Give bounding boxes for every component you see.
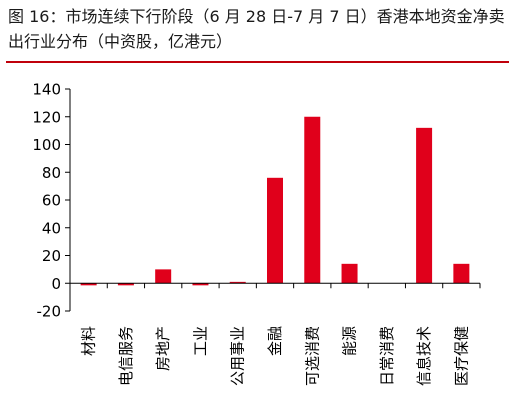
bar [304,116,321,284]
x-tick-label: 信息技术 [415,326,433,386]
x-tick-label: 能源 [341,326,359,356]
x-tick-label: 金融 [266,326,284,356]
x-tick-label: 材料 [80,326,98,356]
x-tick-label: 可选消费 [303,326,321,386]
y-tick-label: 140 [32,81,61,99]
x-tick-label: 工业 [191,326,209,356]
y-axis: -20 0 20 40 60 80 100 120 140 [32,81,71,321]
bar [229,281,246,284]
x-tick-label: 电信服务 [117,326,135,386]
title-divider [6,61,509,63]
bar [416,127,433,284]
bar [341,263,358,284]
bar-series [80,116,470,286]
x-tick-label: 日常消费 [378,326,396,386]
figure-title: 图 16：市场连续下行阶段（6 月 28 日-7 月 7 日）香港本地资金净卖出… [8,7,505,51]
x-tick-label: 公用事业 [229,326,247,386]
bar [117,283,134,286]
bar [80,283,97,286]
y-tick-label: 0 [51,275,61,293]
bar [192,283,209,286]
y-tick-label: 20 [42,247,61,265]
x-tick-label: 房地产 [154,326,172,371]
y-tick-label: 120 [32,108,61,126]
x-tick-label: 医疗保健 [452,326,470,386]
bar [155,269,172,284]
y-tick-label: -20 [37,303,62,321]
y-tick-label: 100 [32,136,61,154]
bar [267,177,283,284]
bar [453,263,470,284]
y-tick-label: 80 [42,164,61,182]
y-tick-label: 60 [42,192,61,210]
y-tick-label: 40 [42,219,61,237]
x-axis: 材料 电信服务 房地产 工业 公用事业 金融 可选消费 能源 日常消费 信息技术 医疗保健 [70,282,481,386]
